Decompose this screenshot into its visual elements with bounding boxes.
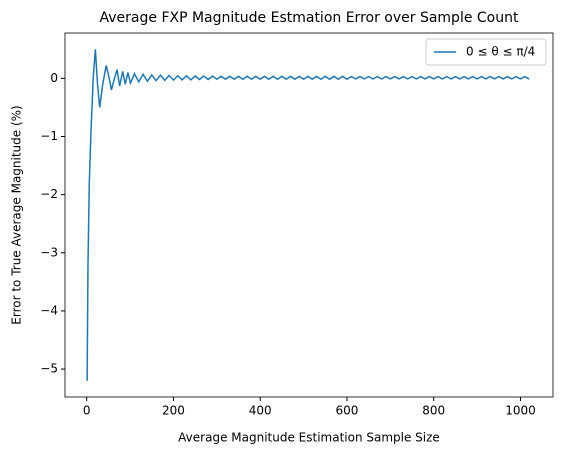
x-tick-label: 0	[83, 404, 91, 418]
y-tick-label: 0	[50, 71, 58, 85]
legend-label: 0 ≤ θ ≤ π/4	[466, 45, 535, 59]
y-tick-label: −3	[40, 245, 58, 259]
legend-box	[425, 38, 547, 66]
x-axis-label: Average Magnitude Estimation Sample Size	[178, 431, 440, 445]
x-tick-label: 800	[422, 404, 445, 418]
line-series	[86, 49, 530, 381]
y-tick-label: −1	[40, 129, 58, 143]
y-tick-label: −4	[40, 303, 58, 317]
x-tick-label: 200	[162, 404, 185, 418]
plot-frame	[64, 32, 554, 398]
y-axis-label: Error to True Average Magnitude (%)	[10, 105, 24, 324]
y-tick-label: −2	[40, 187, 58, 201]
x-tick-label: 600	[336, 404, 359, 418]
y-tick-label: −5	[40, 362, 58, 376]
x-tick-label: 400	[249, 404, 272, 418]
x-tick-label: 1000	[505, 404, 536, 418]
chart-title: Average FXP Magnitude Estmation Error ov…	[100, 10, 519, 26]
